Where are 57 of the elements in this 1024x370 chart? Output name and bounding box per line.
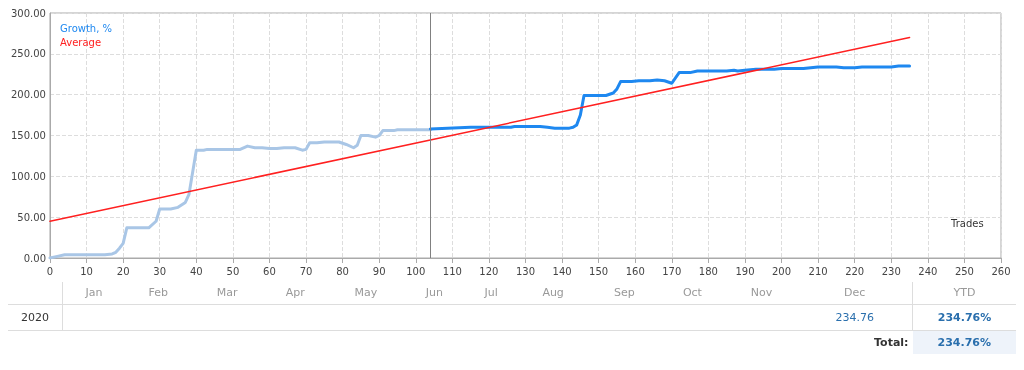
x-tick-label: 90 xyxy=(372,265,386,277)
text: Nov xyxy=(749,285,774,302)
x-tick-label: 50 xyxy=(226,265,240,277)
text: Total: xyxy=(873,334,910,351)
text: Oct xyxy=(681,285,703,302)
x-tick-label: 80 xyxy=(336,265,349,277)
x-tick-label: 200 xyxy=(771,265,792,277)
x-tick-label: 0 xyxy=(46,265,54,277)
text: 234.76% xyxy=(912,330,1016,354)
x-tick-label: 40 xyxy=(189,265,203,277)
text: Growth, % xyxy=(60,22,113,34)
text: Apr xyxy=(284,285,306,302)
x-tick-label: 120 xyxy=(479,265,499,277)
x-tick-label: 180 xyxy=(698,265,718,277)
x-tick-label: 250 xyxy=(954,265,974,277)
line-series xyxy=(428,64,912,131)
y-tick-label: 200.00 xyxy=(10,89,46,101)
text: Jun xyxy=(424,285,444,302)
x-axis-title: Trades xyxy=(950,217,984,229)
y-tick-label: 100.00 xyxy=(10,170,46,182)
x-tick-label: 170 xyxy=(662,265,682,277)
text: Sep xyxy=(612,285,636,302)
x-tick-label: 10 xyxy=(80,265,93,277)
x-tick-label: 110 xyxy=(442,265,462,277)
x-tick-label: 150 xyxy=(589,265,609,277)
x-tick-label: 220 xyxy=(845,265,865,277)
text: 234.76% xyxy=(912,304,1016,330)
y-tick-label: 300.00 xyxy=(10,7,46,19)
text: Average xyxy=(60,36,102,48)
text: 234.76 xyxy=(834,309,875,326)
x-tick-label: 130 xyxy=(515,265,536,277)
x-tick-label: 210 xyxy=(808,265,828,277)
y-tick-label: 250.00 xyxy=(10,48,46,60)
x-tick-label: 140 xyxy=(552,265,572,277)
text: YTD xyxy=(912,282,1016,304)
y-tick-label: 50.00 xyxy=(17,211,46,223)
x-tick-label: 60 xyxy=(263,265,276,277)
text: Mar xyxy=(215,285,239,302)
x-tick-label: 240 xyxy=(918,265,938,277)
x-tick-label: 260 xyxy=(991,265,1011,277)
text: Feb xyxy=(147,285,170,302)
text: 2020 xyxy=(8,304,63,330)
x-tick-label: 230 xyxy=(881,265,901,277)
text: Jul xyxy=(483,285,499,302)
text: Aug xyxy=(541,285,565,302)
x-tick-label: 30 xyxy=(153,265,167,277)
line-series xyxy=(48,128,432,260)
x-tick-label: 70 xyxy=(299,265,313,277)
y-tick-label: 150.00 xyxy=(10,130,46,141)
text: Dec xyxy=(843,285,867,302)
x-tick-label: 20 xyxy=(116,265,130,277)
x-tick-label: 190 xyxy=(735,265,755,277)
text: May xyxy=(353,285,379,302)
y-tick-label: 0.00 xyxy=(23,252,46,264)
text: Jan xyxy=(84,285,104,302)
x-tick-label: 160 xyxy=(625,265,645,277)
x-tick-label: 100 xyxy=(406,265,426,277)
